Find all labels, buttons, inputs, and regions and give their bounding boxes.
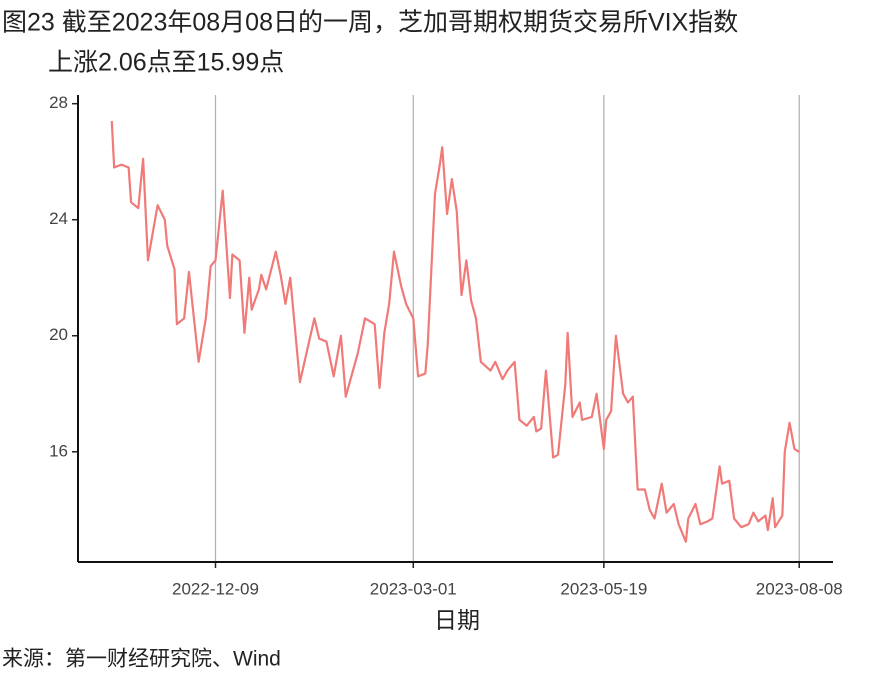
y-tick-label: 28 bbox=[49, 93, 68, 112]
y-tick-label: 16 bbox=[49, 441, 68, 460]
x-axis-label: 日期 bbox=[434, 607, 480, 633]
chart-title: 上涨2.06点至15.99点 bbox=[48, 49, 284, 77]
x-tick-label: 2022-12-09 bbox=[172, 579, 259, 598]
x-tick-label: 2023-05-19 bbox=[560, 579, 647, 598]
y-tick-label: 24 bbox=[49, 209, 68, 228]
chart-title: 图23 截至2023年08月08日的一周，芝加哥期权期货交易所VIX指数 bbox=[2, 9, 738, 37]
x-tick-label: 2023-03-01 bbox=[370, 579, 457, 598]
source-note: 来源：第一财经研究院、Wind bbox=[2, 648, 281, 671]
x-tick-label: 2023-08-08 bbox=[756, 579, 843, 598]
y-tick-label: 20 bbox=[49, 325, 68, 344]
data-line bbox=[110, 121, 800, 543]
